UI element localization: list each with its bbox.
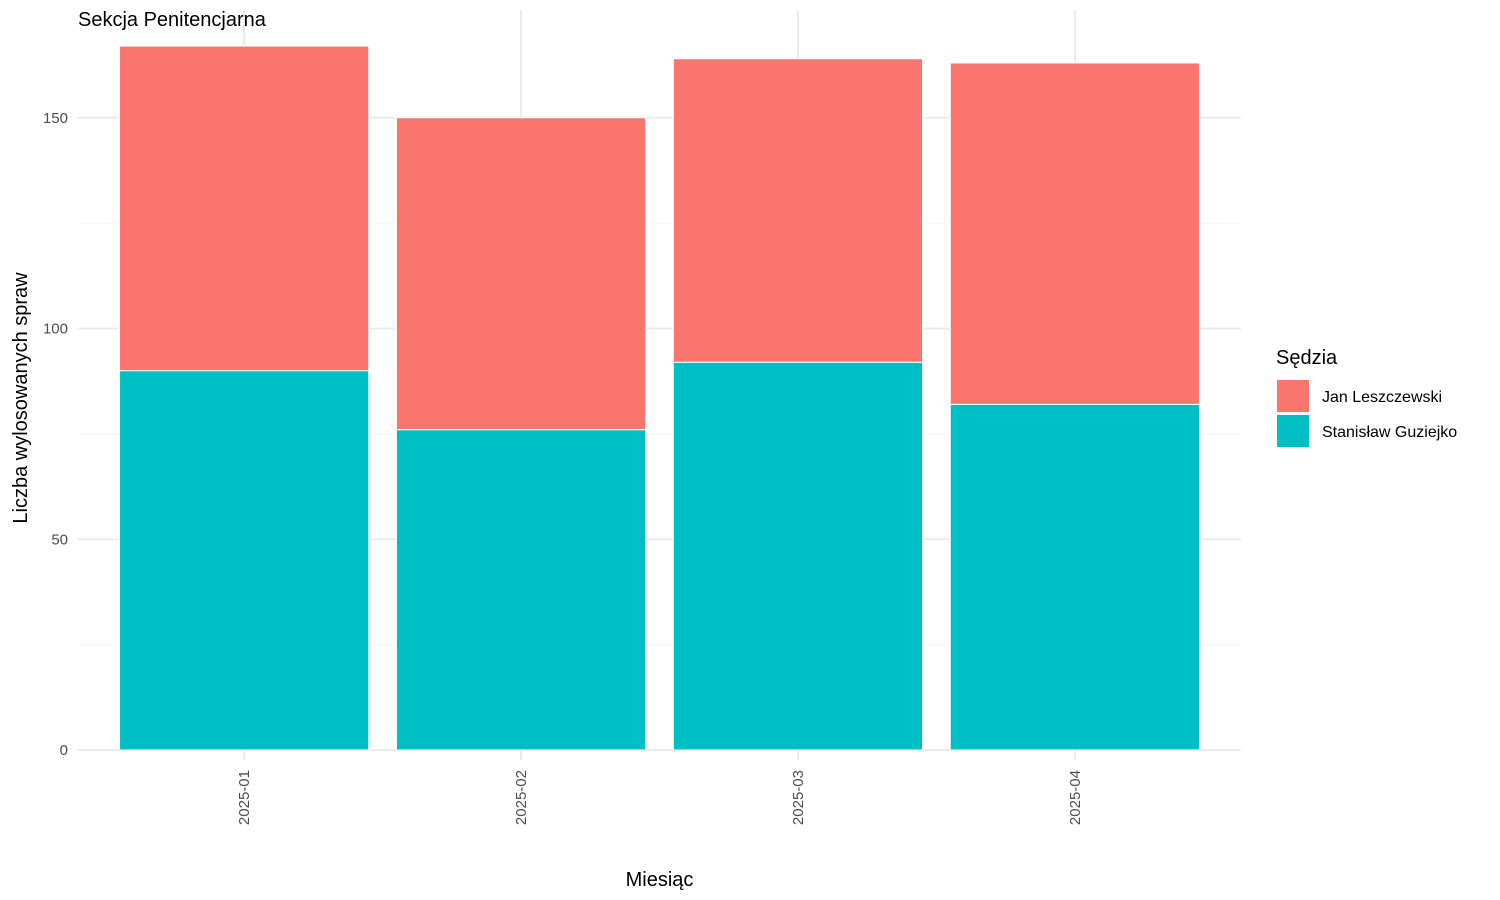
x-axis-title: Miesiąc: [626, 869, 694, 891]
x-axis-ticks: 2025-01 2025-02 2025-03 2025-04: [236, 770, 1084, 825]
bar-segment: [672, 58, 924, 363]
legend-label: Jan Leszczewski: [1322, 389, 1442, 406]
y-tick-label: 150: [43, 110, 68, 127]
y-tick-label: 50: [51, 531, 68, 548]
bar-segment: [119, 45, 370, 372]
y-axis-ticks: 0 50 100 150: [43, 110, 68, 759]
legend-title: Sędzia: [1276, 347, 1338, 369]
x-tick-label: 2025-01: [236, 770, 253, 825]
legend-key: [1277, 380, 1309, 412]
y-tick-label: 100: [43, 321, 68, 338]
bar-segment: [949, 62, 1200, 405]
bar-segment: [395, 429, 647, 751]
legend-key: [1277, 415, 1309, 447]
x-tick-label: 2025-04: [1067, 770, 1084, 825]
bars: [119, 45, 1200, 751]
chart-title: Sekcja Penitencjarna: [78, 9, 267, 31]
y-axis-title: Liczba wylosowanych spraw: [10, 272, 32, 524]
bar-segment: [949, 403, 1200, 751]
bar-segment: [395, 117, 647, 431]
bar-segment: [119, 370, 370, 751]
y-tick-label: 0: [60, 742, 68, 759]
x-tick-label: 2025-03: [790, 770, 807, 825]
legend-label: Stanisław Guziejko: [1322, 424, 1457, 441]
bar-segment: [672, 361, 924, 751]
legend-items: Jan Leszczewski Stanisław Guziejko: [1277, 380, 1457, 447]
x-tick-label: 2025-02: [513, 770, 530, 825]
legend: Sędzia Jan Leszczewski Stanisław Guziejko: [1276, 347, 1457, 447]
